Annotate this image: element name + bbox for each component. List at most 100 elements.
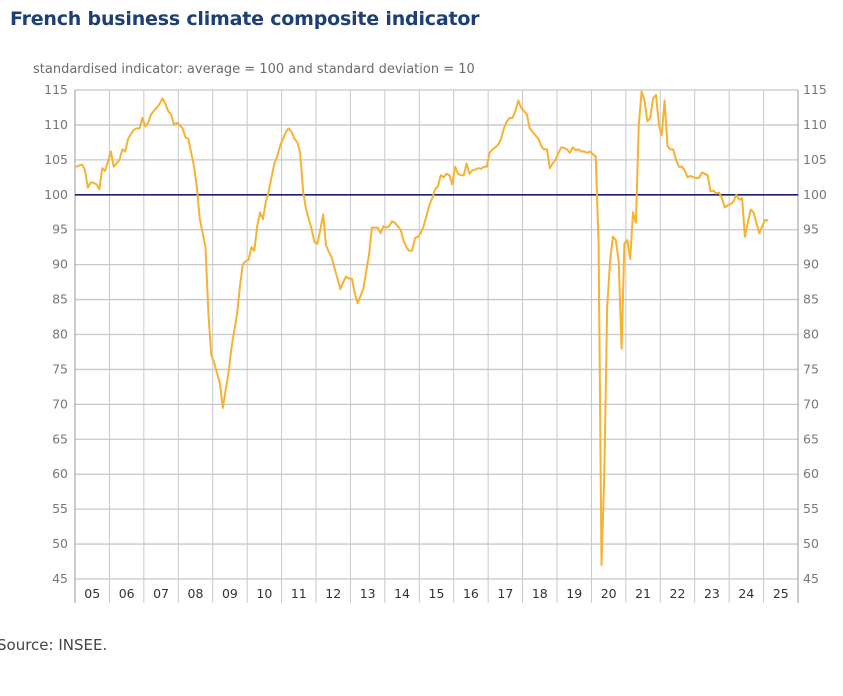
data-point <box>600 564 603 566</box>
data-point <box>118 159 121 161</box>
data-point <box>764 219 766 221</box>
data-point <box>362 288 364 290</box>
x-tick-label: 13 <box>360 586 376 601</box>
data-point <box>84 169 86 171</box>
x-tick-label: 20 <box>601 586 617 601</box>
data-point <box>638 124 640 126</box>
data-point <box>400 229 402 231</box>
data-point <box>454 166 456 168</box>
data-point <box>483 166 485 168</box>
data-point <box>701 171 703 174</box>
data-point <box>540 145 542 147</box>
y-tick-label-right: 60 <box>803 466 819 481</box>
data-point <box>265 201 267 203</box>
data-point <box>503 127 505 130</box>
data-point <box>164 103 166 105</box>
data-point <box>526 113 528 116</box>
data-point <box>147 122 149 124</box>
data-point <box>371 227 373 229</box>
data-point <box>357 302 359 304</box>
data-point <box>305 208 307 210</box>
data-point <box>735 194 737 196</box>
data-point <box>672 148 674 150</box>
data-point <box>721 197 723 199</box>
data-point <box>181 127 184 130</box>
y-tick-label-right: 105 <box>803 152 827 167</box>
data-point <box>420 232 422 234</box>
y-tick-label-right: 75 <box>803 361 819 376</box>
data-point <box>382 225 385 227</box>
y-tick-label-left: 100 <box>44 187 68 202</box>
data-point <box>620 347 623 350</box>
data-point <box>408 250 410 252</box>
data-point <box>127 138 129 140</box>
data-point <box>546 148 548 150</box>
data-point <box>566 148 568 150</box>
data-point <box>747 222 749 224</box>
y-tick-label-left: 95 <box>52 222 68 237</box>
y-tick-label-left: 70 <box>52 396 68 411</box>
data-point <box>136 127 138 130</box>
y-tick-label-left: 115 <box>44 82 68 97</box>
data-point <box>365 271 367 273</box>
x-tick-label: 25 <box>773 586 789 601</box>
data-point <box>288 127 290 130</box>
data-point <box>336 278 339 280</box>
data-point <box>222 407 224 409</box>
data-point <box>623 243 626 245</box>
data-point <box>626 239 628 241</box>
data-point <box>161 97 164 99</box>
data-point <box>414 237 416 239</box>
data-point <box>712 189 714 192</box>
data-point <box>560 146 562 148</box>
data-point <box>354 291 356 294</box>
data-point <box>285 131 287 133</box>
data-point <box>532 131 534 133</box>
data-point <box>692 176 694 178</box>
data-point <box>661 134 663 137</box>
x-tick-label: 16 <box>463 586 479 601</box>
data-point <box>176 122 178 124</box>
y-tick-label-right: 90 <box>803 257 819 272</box>
data-point <box>107 160 109 162</box>
data-point <box>331 257 333 259</box>
x-tick-label: 18 <box>532 586 548 601</box>
data-point <box>511 117 514 119</box>
data-point <box>586 152 588 154</box>
data-point <box>715 192 717 194</box>
data-point <box>509 117 511 119</box>
data-point <box>268 190 270 192</box>
data-point <box>233 330 235 332</box>
source-note: Source: INSEE. <box>0 636 108 654</box>
data-point <box>646 120 648 123</box>
y-tick-label-left: 80 <box>52 327 68 342</box>
data-point <box>755 222 757 224</box>
x-tick-label: 15 <box>429 586 445 601</box>
data-point <box>675 159 677 161</box>
data-point <box>273 162 275 164</box>
y-tick-label-right: 100 <box>803 187 827 202</box>
data-point <box>517 99 519 102</box>
data-point <box>575 149 577 151</box>
data-point <box>422 225 425 227</box>
x-tick-label: 21 <box>635 586 651 601</box>
data-point <box>477 167 479 169</box>
data-point <box>466 162 468 164</box>
x-tick-label: 14 <box>394 586 410 601</box>
data-point <box>104 170 106 172</box>
data-point <box>572 146 574 148</box>
data-point <box>299 152 301 154</box>
data-point <box>193 166 195 168</box>
data-point <box>689 175 692 177</box>
data-point <box>359 295 362 297</box>
data-point <box>219 382 221 384</box>
data-point <box>612 236 614 238</box>
data-point <box>580 150 582 153</box>
data-point <box>144 125 146 127</box>
y-tick-label-right: 65 <box>803 431 819 446</box>
data-point <box>663 99 666 102</box>
data-point <box>199 218 201 220</box>
data-point <box>497 143 499 146</box>
y-tick-label-left: 50 <box>52 536 68 551</box>
data-point <box>402 239 405 241</box>
